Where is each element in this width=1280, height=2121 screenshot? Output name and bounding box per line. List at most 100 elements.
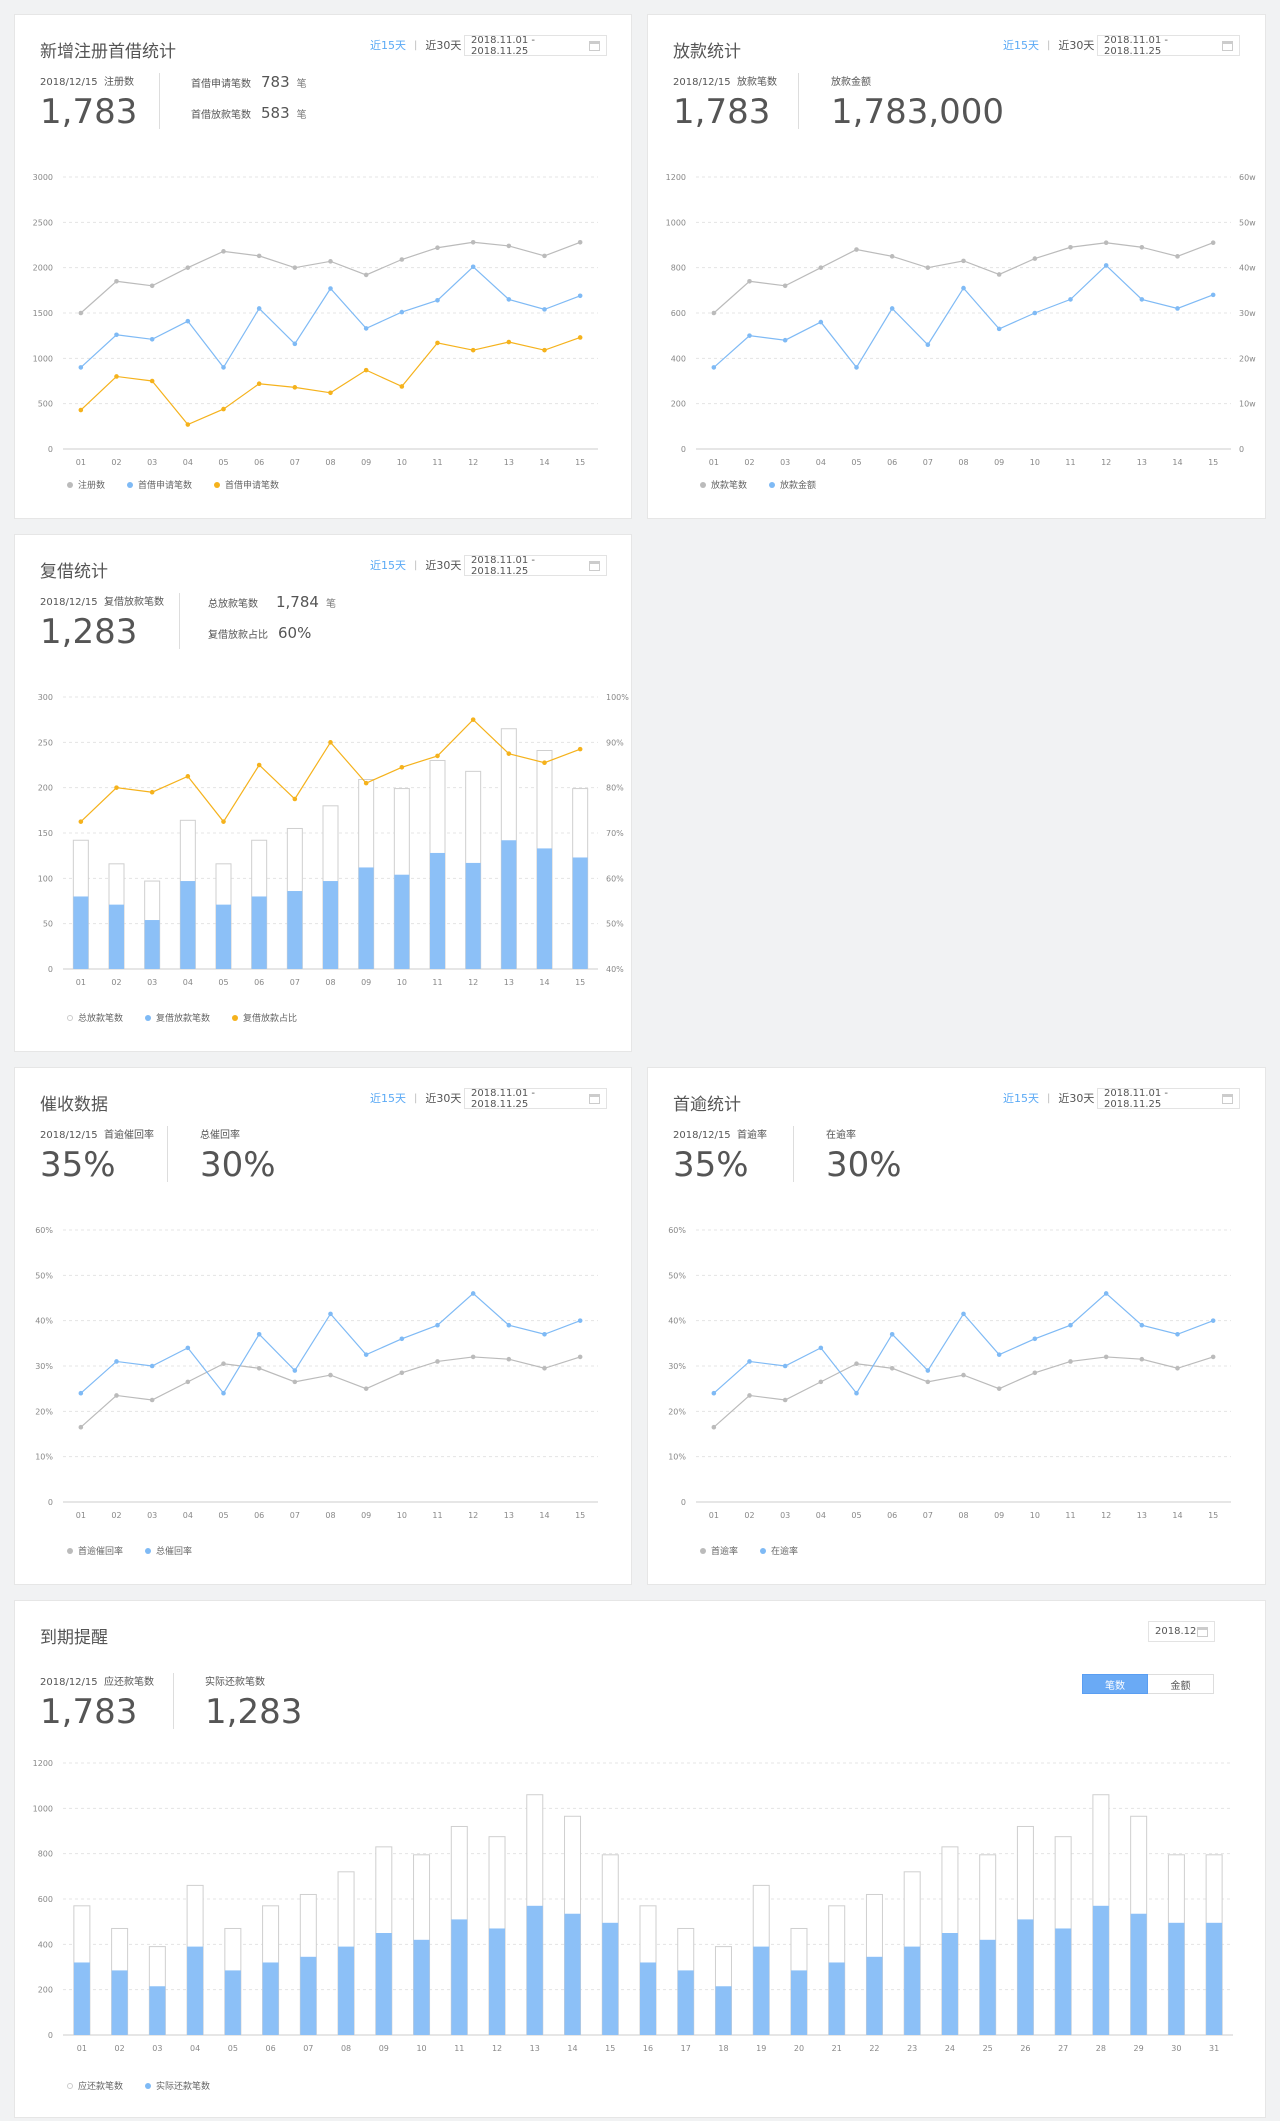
x-tick-label: 08 <box>341 2044 351 2053</box>
data-point <box>1210 240 1216 246</box>
legend-item[interactable]: 首逾催回率 <box>67 1544 123 1557</box>
data-point <box>363 1386 369 1391</box>
data-point <box>185 422 191 427</box>
date-range-picker[interactable]: 2018.11.01 - 2018.11.25 <box>464 34 607 57</box>
x-tick-label: 21 <box>832 2044 842 2053</box>
data-point <box>221 1390 226 1396</box>
legend-item[interactable]: 首逾率 <box>700 1544 738 1557</box>
x-tick-label: 03 <box>152 2044 162 2053</box>
date-range-picker[interactable]: 2018.11.01 - 2018.11.25 <box>1097 35 1240 57</box>
legend-label: 首借申请笔数 <box>225 481 280 491</box>
main-stat: 2018/12/15 放款笔数 1,783 <box>673 73 777 132</box>
x-tick-label: 14 <box>539 978 549 987</box>
data-point <box>221 365 226 370</box>
range-30-days[interactable]: 近30天 <box>425 559 462 572</box>
legend-label: 实际还款笔数 <box>156 2082 211 2092</box>
x-tick-label: 09 <box>361 458 371 465</box>
legend-item[interactable]: 注册数 <box>67 478 105 491</box>
y-tick-label: 0 <box>48 965 53 974</box>
toggle-count[interactable]: 笔数 <box>1082 1674 1148 1694</box>
date-range-picker[interactable]: 2018.11.01 - 2018.11.25 <box>1097 1087 1240 1110</box>
x-tick-label: 07 <box>923 1511 933 1520</box>
range-15-days[interactable]: 近15天 <box>1003 39 1039 52</box>
kv-total-loan: 总放款笔数 1,784 笔 <box>208 593 336 611</box>
data-point <box>577 239 583 245</box>
legend-label: 首借申请笔数 <box>138 481 193 491</box>
x-tick-label: 04 <box>183 458 193 465</box>
chart-due-reminder: 1200 1000 800 600 400 200 0 01 02 03 04 05 06 07 08 09 1… <box>33 1759 1233 2053</box>
data-point <box>292 1379 298 1385</box>
legend-item[interactable]: 在逾率 <box>760 1544 798 1557</box>
range-30-days[interactable]: 近30天 <box>1058 1092 1095 1105</box>
legend-item[interactable]: 应还款笔数 <box>67 2079 123 2092</box>
x-tick-label: 12 <box>468 458 478 465</box>
data-point <box>114 1359 119 1364</box>
x-tick-label: 08 <box>958 458 968 465</box>
x-tick-label: 07 <box>290 458 300 465</box>
y-tick-label: 40% <box>35 1317 53 1326</box>
data-point <box>889 1365 895 1371</box>
range-30-days[interactable]: 近30天 <box>425 39 462 52</box>
x-tick-label: 10 <box>397 458 407 465</box>
bar-part <box>564 1913 581 2035</box>
bar-part <box>753 1946 770 2035</box>
data-point <box>889 254 895 259</box>
y2-tick-label: 70% <box>606 829 624 838</box>
x-tick-label: 09 <box>361 1511 371 1520</box>
x-tick-label: 03 <box>147 458 157 465</box>
legend-dot-icon <box>67 1547 73 1554</box>
range-15-days[interactable]: 近15天 <box>370 1092 406 1105</box>
legend-item[interactable]: 复借放款笔数 <box>145 1011 210 1024</box>
range-15-days[interactable]: 近15天 <box>370 559 406 572</box>
month-picker[interactable]: 2018.12 <box>1148 1621 1215 1642</box>
data-point <box>506 243 512 249</box>
legend-item[interactable]: 首借申请笔数 <box>127 478 192 491</box>
x-tick-label: 13 <box>1137 1511 1147 1520</box>
x-tick-label: 13 <box>504 1511 514 1520</box>
x-tick-label: 30 <box>1171 2044 1181 2053</box>
legend-item[interactable]: 放款笔数 <box>700 478 747 491</box>
x-tick-label: 26 <box>1020 2044 1030 2053</box>
range-15-days[interactable]: 近15天 <box>370 39 406 52</box>
range-30-days[interactable]: 近30天 <box>1058 39 1095 52</box>
y-tick-label: 500 <box>38 400 53 409</box>
x-tick-label: 01 <box>709 1511 719 1520</box>
panel-title: 到期提醒 <box>40 1628 108 1648</box>
x-tick-label: 08 <box>958 1511 968 1520</box>
date-range-text: 2018.11.01 - 2018.11.25 <box>471 34 536 57</box>
x-tick-label: 11 <box>1065 458 1075 465</box>
x-tick-label: 15 <box>575 1511 585 1520</box>
date-range-text: 2018.11.01 - 2018.11.25 <box>1104 1087 1169 1110</box>
x-tick-label: 14 <box>1172 1511 1182 1520</box>
data-point <box>292 1368 298 1373</box>
y2-tick-label: 80% <box>606 784 624 793</box>
y-tick-label: 200 <box>38 784 53 793</box>
stat-value: 1,783 <box>40 92 138 132</box>
data-point <box>363 367 369 373</box>
legend-item[interactable]: 放款金额 <box>769 478 816 491</box>
date-range-picker[interactable]: 2018.11.01 - 2018.11.25 <box>464 555 607 577</box>
x-tick-label: 17 <box>681 2044 691 2053</box>
range-15-days[interactable]: 近15天 <box>1003 1092 1039 1105</box>
bar-part <box>413 1939 430 2035</box>
stat-label: 在逾率 <box>826 1130 856 1141</box>
range-30-days[interactable]: 近30天 <box>425 1092 462 1105</box>
legend-item[interactable]: 首借申请笔数 <box>214 478 279 491</box>
legend-item[interactable]: 总放款笔数 <box>67 1011 123 1024</box>
x-tick-label: 03 <box>780 1511 790 1520</box>
legend-item[interactable]: 复借放款占比 <box>232 1011 297 1024</box>
data-point <box>399 384 405 389</box>
stat-label: 实际还款笔数 <box>205 1677 265 1688</box>
y-tick-label: 100 <box>38 874 53 883</box>
x-tick-label: 11 <box>432 458 442 465</box>
legend-item[interactable]: 实际还款笔数 <box>145 2079 210 2092</box>
toggle-amount[interactable]: 金额 <box>1148 1674 1214 1694</box>
bar-part <box>180 881 196 969</box>
data-point <box>114 332 119 338</box>
date-range-picker[interactable]: 2018.11.01 - 2018.11.25 <box>464 1088 607 1110</box>
y-tick-label: 30% <box>35 1362 53 1371</box>
legend-item[interactable]: 总催回率 <box>145 1544 192 1557</box>
y-tick-label: 400 <box>38 1940 53 1949</box>
data-point <box>78 1424 84 1430</box>
data-point <box>506 751 512 756</box>
